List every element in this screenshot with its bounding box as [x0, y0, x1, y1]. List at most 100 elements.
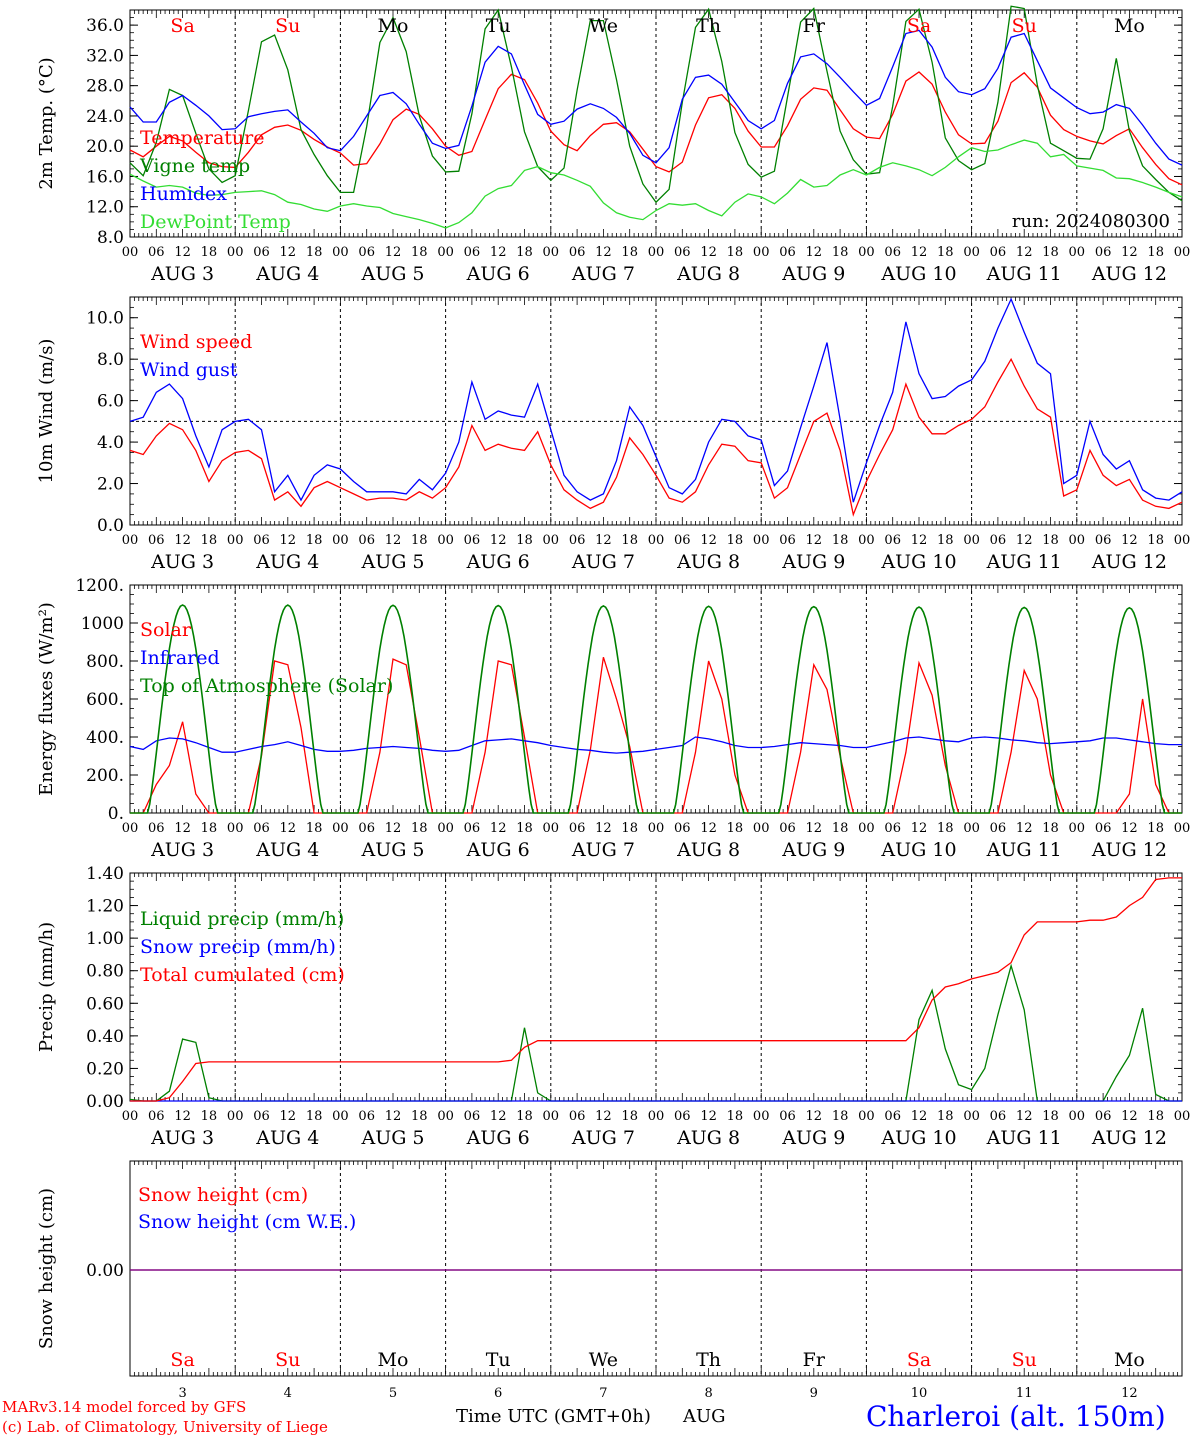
- day-number-label: 11: [1016, 1386, 1033, 1401]
- x-hour-label: 18: [937, 1109, 954, 1124]
- x-hour-label: 12: [280, 245, 297, 260]
- x-hour-label: 12: [385, 821, 402, 836]
- x-hour-label: 12: [280, 821, 297, 836]
- y-tick-label: 20.0: [86, 137, 124, 157]
- legend-entry: Vigne temp: [139, 155, 250, 177]
- x-hour-label: 06: [884, 245, 901, 260]
- weekday-label-bottom: Th: [696, 1349, 721, 1371]
- x-hour-label: 00: [227, 533, 244, 548]
- legend-entry: Top of Atmosphere (Solar): [140, 675, 393, 697]
- x-hour-label: 06: [358, 533, 375, 548]
- y-tick-label: 8.0: [97, 228, 124, 248]
- x-date-label: AUG 8: [676, 551, 740, 573]
- legend-entry: Total cumulated (cm): [140, 964, 345, 986]
- y-tick-label: 28.0: [86, 77, 124, 97]
- weekday-label-bottom: Mo: [1114, 1349, 1145, 1371]
- x-hour-label: 06: [358, 821, 375, 836]
- x-hour-label: 00: [648, 245, 665, 260]
- x-hour-label: 00: [1174, 533, 1191, 548]
- x-hour-label: 06: [148, 533, 165, 548]
- x-hour-label: 12: [700, 245, 717, 260]
- x-hour-label: 06: [148, 245, 165, 260]
- x-date-label: AUG 5: [360, 1127, 424, 1149]
- series-line-infrared: [129, 736, 1182, 754]
- x-hour-label: 00: [543, 245, 560, 260]
- legend-entry: Snow precip (mm/h): [140, 936, 336, 958]
- y-axis-label: Energy fluxes (W/m²): [36, 602, 57, 796]
- x-hour-label: 00: [648, 821, 665, 836]
- weekday-label-bottom: Fr: [803, 1349, 826, 1371]
- x-date-label: AUG 3: [150, 263, 214, 285]
- x-hour-label: 06: [464, 821, 481, 836]
- y-tick-label: 12.0: [86, 198, 124, 218]
- x-hour-label: 18: [621, 533, 638, 548]
- x-hour-label: 06: [569, 1109, 586, 1124]
- x-date-label: AUG 9: [781, 1127, 845, 1149]
- x-date-label: AUG 3: [150, 1127, 214, 1149]
- x-hour-label: 06: [148, 821, 165, 836]
- x-hour-label: 06: [990, 533, 1007, 548]
- x-hour-label: 18: [201, 821, 218, 836]
- x-hour-label: 06: [464, 245, 481, 260]
- x-hour-label: 06: [884, 1109, 901, 1124]
- weekday-label-top: Su: [275, 15, 300, 37]
- y-tick-label: 1.00: [86, 929, 124, 949]
- x-hour-label: 18: [832, 533, 849, 548]
- x-date-label: AUG 5: [360, 551, 424, 573]
- x-hour-label: 06: [1095, 1109, 1112, 1124]
- x-date-label: AUG 4: [255, 263, 319, 285]
- x-hour-label: 00: [437, 245, 454, 260]
- x-date-label: AUG 10: [880, 1127, 956, 1149]
- credit-line-1: MARv3.14 model forced by GFS: [2, 1398, 247, 1416]
- x-date-label: AUG 8: [676, 263, 740, 285]
- legend-entry: Humidex: [140, 183, 227, 205]
- series-line-liquid-precip-mm-h-: [129, 963, 1182, 1102]
- x-hour-label: 00: [122, 1109, 139, 1124]
- x-hour-label: 18: [727, 245, 744, 260]
- x-date-label: AUG 6: [466, 1127, 530, 1149]
- x-hour-label: 12: [806, 245, 823, 260]
- x-hour-label: 12: [280, 533, 297, 548]
- x-hour-label: 18: [411, 821, 428, 836]
- y-tick-label: 0.00: [86, 1261, 124, 1281]
- x-date-label: AUG 12: [1091, 839, 1167, 861]
- x-hour-label: 18: [1042, 821, 1059, 836]
- x-hour-label: 18: [621, 821, 638, 836]
- x-hour-label: 12: [490, 821, 507, 836]
- y-tick-label: 1.40: [86, 864, 124, 884]
- x-hour-label: 12: [1016, 821, 1033, 836]
- x-hour-label: 12: [174, 533, 191, 548]
- x-hour-label: 06: [1095, 821, 1112, 836]
- x-hour-label: 00: [437, 533, 454, 548]
- y-tick-label: 400.: [86, 728, 124, 748]
- x-hour-label: 12: [490, 533, 507, 548]
- weekday-label-top: Mo: [378, 15, 409, 37]
- x-hour-label: 06: [779, 1109, 796, 1124]
- day-number-label: 10: [911, 1386, 928, 1401]
- day-number-label: 4: [284, 1386, 292, 1401]
- x-hour-label: 00: [963, 245, 980, 260]
- series-line-wind-gust: [129, 297, 1183, 503]
- weekday-label-bottom: Sa: [907, 1349, 931, 1371]
- series-line-temperature: [129, 71, 1183, 186]
- x-hour-label: 06: [779, 245, 796, 260]
- x-hour-label: 12: [595, 245, 612, 260]
- y-tick-label: 10.0: [86, 309, 124, 329]
- y-tick-label: 36.0: [86, 16, 124, 36]
- x-hour-label: 06: [253, 1109, 270, 1124]
- x-hour-label: 18: [621, 1109, 638, 1124]
- x-hour-label: 12: [174, 821, 191, 836]
- x-hour-label: 12: [1016, 245, 1033, 260]
- x-hour-label: 12: [700, 533, 717, 548]
- x-hour-label: 12: [174, 245, 191, 260]
- x-hour-label: 00: [227, 821, 244, 836]
- legend-entry: Snow height (cm W.E.): [138, 1211, 356, 1233]
- x-hour-label: 12: [700, 821, 717, 836]
- x-hour-label: 06: [1095, 245, 1112, 260]
- x-hour-label: 12: [1121, 245, 1138, 260]
- x-hour-label: 00: [1174, 821, 1191, 836]
- x-hour-label: 00: [437, 1109, 454, 1124]
- x-hour-label: 06: [884, 821, 901, 836]
- x-hour-label: 00: [1069, 821, 1086, 836]
- x-hour-label: 00: [543, 821, 560, 836]
